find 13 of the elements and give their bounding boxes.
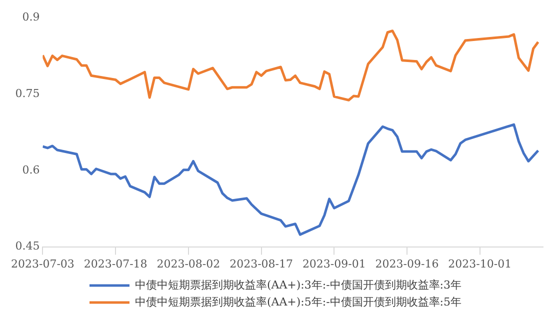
x-tick-label: 2023-08-02 — [156, 257, 220, 270]
y-tick-label: 0.75 — [15, 86, 40, 100]
legend-label: 中债中短期票据到期收益率(AA+):3年:-中债国开债到期收益率:3年 — [134, 278, 462, 292]
x-tick-label: 2023-08-17 — [230, 257, 293, 270]
x-tick-label: 2023-09-16 — [375, 257, 439, 270]
legend-label: 中债中短期票据到期收益率(AA+):5年:-中债国开债到期收益率:5年 — [134, 295, 462, 308]
y-tick-label: 0.9 — [22, 10, 40, 24]
x-tick-label: 2023-07-18 — [84, 257, 148, 270]
x-tick-label: 2023-07-03 — [11, 257, 74, 270]
x-tick-label: 2023-09-01 — [302, 257, 366, 270]
y-tick-label: 0.6 — [22, 163, 40, 176]
x-tick-label: 2023-10-01 — [448, 257, 512, 270]
y-tick-label: 0.45 — [15, 240, 40, 253]
